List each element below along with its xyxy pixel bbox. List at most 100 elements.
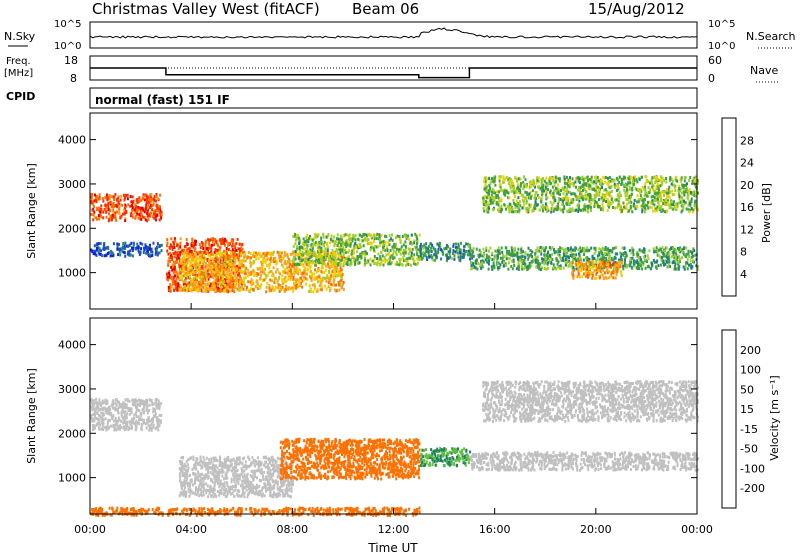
data-cell bbox=[188, 259, 191, 263]
data-region-4 bbox=[292, 232, 421, 267]
data-cell bbox=[419, 254, 422, 258]
data-cell bbox=[221, 268, 224, 272]
data-cell bbox=[608, 248, 611, 252]
data-cell bbox=[468, 253, 471, 257]
data-cell bbox=[613, 256, 616, 260]
data-cell bbox=[255, 272, 258, 275]
data-cell bbox=[452, 252, 454, 256]
data-cell bbox=[249, 264, 252, 268]
data-cell bbox=[326, 241, 329, 245]
data-cell bbox=[233, 267, 235, 271]
noise-line bbox=[89, 27, 698, 40]
data-cell bbox=[559, 264, 562, 268]
data-cell bbox=[678, 190, 680, 194]
data-cell bbox=[296, 234, 299, 238]
data-cell bbox=[170, 285, 173, 289]
data-cell bbox=[665, 199, 668, 203]
data-cell bbox=[172, 271, 175, 275]
data-cell bbox=[572, 201, 574, 204]
data-cell bbox=[169, 243, 172, 247]
data-cell bbox=[173, 270, 176, 273]
data-cell bbox=[211, 287, 213, 291]
data-cell bbox=[523, 185, 526, 189]
data-cell bbox=[223, 242, 226, 245]
data-cell bbox=[683, 267, 686, 271]
data-cell bbox=[384, 248, 386, 252]
data-cell bbox=[490, 195, 493, 199]
data-cell bbox=[217, 277, 220, 281]
data-cell bbox=[408, 256, 411, 260]
data-cell bbox=[542, 186, 545, 190]
data-cell bbox=[519, 255, 522, 259]
data-cell bbox=[266, 281, 269, 285]
data-cell bbox=[194, 247, 197, 251]
data-cell bbox=[381, 240, 383, 244]
data-cell bbox=[306, 267, 309, 271]
data-cell bbox=[145, 194, 148, 198]
data-cell bbox=[495, 195, 498, 199]
data-cell bbox=[325, 264, 328, 268]
data-cell bbox=[677, 262, 680, 266]
data-cell bbox=[259, 253, 261, 257]
data-cell bbox=[557, 192, 560, 196]
data-cell bbox=[148, 214, 151, 218]
data-cell bbox=[544, 246, 547, 250]
data-cell bbox=[338, 237, 341, 241]
data-cell bbox=[137, 206, 140, 209]
data-cell bbox=[380, 259, 383, 263]
data-cell bbox=[196, 276, 199, 280]
data-cell bbox=[490, 193, 493, 197]
data-cell bbox=[166, 272, 169, 276]
data-cell bbox=[320, 242, 323, 246]
data-cell bbox=[227, 278, 230, 282]
data-cell bbox=[462, 255, 465, 259]
data-cell bbox=[103, 242, 106, 245]
data-cell bbox=[143, 216, 146, 219]
data-cell bbox=[609, 179, 612, 183]
data-cell bbox=[449, 248, 452, 251]
data-cell bbox=[629, 257, 632, 261]
data-cell bbox=[238, 271, 241, 275]
data-cell bbox=[330, 282, 333, 286]
data-cell bbox=[657, 254, 660, 258]
data-cell bbox=[437, 250, 440, 254]
data-cell bbox=[199, 257, 202, 261]
data-cell bbox=[232, 271, 235, 275]
data-cell bbox=[327, 285, 330, 289]
data-cell bbox=[255, 254, 258, 258]
data-cell bbox=[199, 268, 202, 272]
data-cell bbox=[332, 258, 335, 262]
data-cell bbox=[255, 274, 258, 278]
data-cell bbox=[300, 245, 303, 249]
data-cell bbox=[465, 242, 468, 246]
data-cell bbox=[234, 257, 237, 261]
data-cell bbox=[393, 245, 396, 249]
data-cell bbox=[214, 253, 217, 257]
data-cell bbox=[194, 284, 197, 288]
data-cell bbox=[189, 268, 192, 272]
data-cell bbox=[334, 240, 337, 244]
data-cell bbox=[568, 259, 571, 263]
data-cell bbox=[527, 264, 530, 268]
data-cell bbox=[253, 260, 256, 264]
data-cell bbox=[307, 264, 310, 268]
data-cell bbox=[516, 186, 519, 190]
data-cell bbox=[224, 252, 226, 256]
data-cell bbox=[500, 199, 503, 203]
data-cell bbox=[614, 260, 617, 264]
data-cell bbox=[167, 263, 170, 266]
data-cell bbox=[272, 250, 275, 254]
data-cell bbox=[236, 256, 239, 259]
data-cell bbox=[202, 247, 205, 250]
data-cell bbox=[322, 262, 325, 266]
data-cell bbox=[668, 195, 671, 199]
data-cell bbox=[334, 283, 337, 287]
data-cell bbox=[319, 281, 322, 285]
data-cell bbox=[664, 249, 667, 253]
data-cell bbox=[557, 177, 560, 181]
data-cell bbox=[580, 208, 582, 212]
data-cell bbox=[198, 287, 201, 291]
data-cell bbox=[98, 208, 101, 212]
data-cell bbox=[285, 279, 288, 283]
data-cell bbox=[332, 262, 335, 266]
